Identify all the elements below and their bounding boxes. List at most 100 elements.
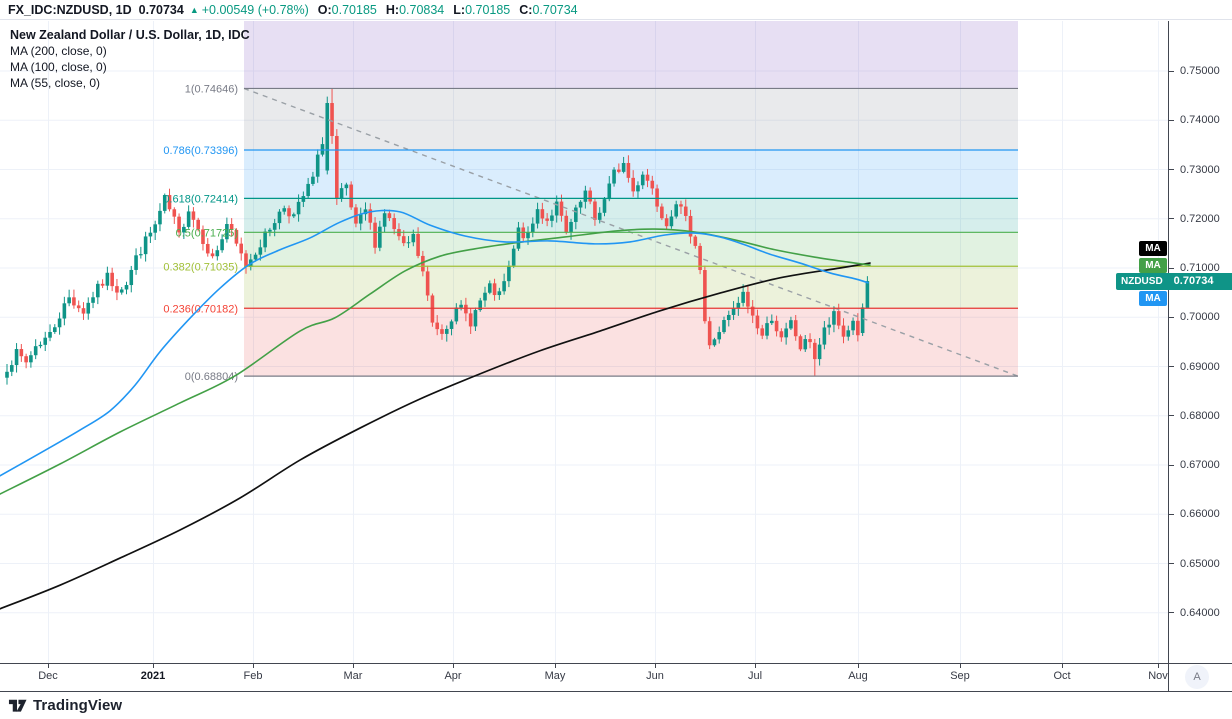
price-axis-label: 0.74000 xyxy=(1180,114,1220,127)
candle-body xyxy=(38,344,43,347)
candle-body xyxy=(846,330,851,337)
candle-body xyxy=(578,201,583,208)
candle-body xyxy=(836,311,841,326)
legend-ma-200[interactable]: MA (200, close, 0) xyxy=(10,44,107,58)
auto-scale-button[interactable]: A xyxy=(1185,665,1209,689)
candle-body xyxy=(746,291,750,307)
price-axis-tick xyxy=(1169,415,1174,417)
candle-body xyxy=(162,194,167,211)
candle-body xyxy=(531,223,535,233)
candle-body xyxy=(664,218,669,227)
candle-body xyxy=(554,201,559,216)
candle-body xyxy=(478,300,483,311)
candle-body xyxy=(793,320,798,337)
ma-price-badge-ma-200: MA xyxy=(1139,241,1167,256)
legend-ma-100[interactable]: MA (100, close, 0) xyxy=(10,60,107,74)
candle-body xyxy=(430,295,435,323)
price-axis-tick xyxy=(1169,169,1174,170)
candle-body xyxy=(564,215,569,232)
time-axis-label: Feb xyxy=(243,670,263,682)
candle-body xyxy=(640,174,645,186)
close-label: C: xyxy=(519,2,533,17)
candle-body xyxy=(492,283,497,296)
candle-body xyxy=(229,224,234,230)
candle-body xyxy=(272,223,277,230)
candle-body xyxy=(631,177,635,192)
candle-body xyxy=(803,339,808,350)
candle-body xyxy=(588,190,592,202)
candle-body xyxy=(516,227,521,249)
ma-line-ma-100[interactable] xyxy=(0,228,871,495)
time-axis-label: Jun xyxy=(646,670,664,682)
tradingview-logo-icon xyxy=(8,699,27,712)
candle-body xyxy=(325,103,330,171)
candle-body xyxy=(717,332,722,340)
candle-body xyxy=(550,215,554,221)
time-axis-tick xyxy=(1062,664,1063,668)
candle-body xyxy=(626,162,631,178)
candle-body xyxy=(827,324,831,328)
candle-body xyxy=(263,231,267,248)
open-label: O: xyxy=(317,2,332,17)
ma-line-ma-55[interactable] xyxy=(0,209,869,477)
candle-body xyxy=(459,304,463,308)
price-change: +0.00549 (+0.78%) xyxy=(201,2,309,17)
tradingview-logo-text: TradingView xyxy=(33,697,123,714)
price-chart[interactable]: 1(0.74646) 0.786(0.73396) 0.618(0.72414) 0.… xyxy=(0,21,1168,663)
candle-body xyxy=(444,328,449,334)
time-axis-label: Dec xyxy=(38,670,58,682)
fib-band xyxy=(244,308,1018,377)
candle-body xyxy=(693,236,698,246)
candle-body xyxy=(296,201,301,215)
price-axis-label: 0.71000 xyxy=(1180,262,1220,274)
price-axis-label: 0.66000 xyxy=(1180,508,1220,521)
tradingview-logo[interactable]: TradingView xyxy=(8,696,122,715)
candle-body xyxy=(798,336,803,350)
candle-body xyxy=(253,254,258,260)
candle-body xyxy=(339,188,344,199)
candle-body xyxy=(129,269,134,286)
candle-body xyxy=(29,355,33,363)
legend-ma-55[interactable]: MA (55, close, 0) xyxy=(10,76,101,90)
symbol-badge-price: 0.70734 xyxy=(1173,275,1214,287)
candle-body xyxy=(851,320,855,331)
candle-body xyxy=(545,218,549,221)
candle-body xyxy=(593,201,597,220)
price-axis-label: 0.69000 xyxy=(1180,360,1220,373)
ma-line-ma-200[interactable] xyxy=(0,262,871,610)
candle-body xyxy=(750,306,755,316)
candle-body xyxy=(421,255,425,272)
time-axis-label: May xyxy=(544,670,566,682)
candle-body xyxy=(726,314,731,321)
grid-lines xyxy=(0,21,1168,663)
time-axis[interactable]: Dec 2021 Feb Mar Apr May Jun Jul Aug Sep Oct Nov xyxy=(0,664,1168,691)
symbol-price-badge: NZDUSD 0.70734 xyxy=(1116,273,1232,290)
candle-body xyxy=(688,215,693,237)
candle-body xyxy=(779,331,784,338)
symbol-badge-label: NZDUSD xyxy=(1121,276,1163,287)
price-axis-tick xyxy=(1169,316,1174,318)
fib-band xyxy=(244,232,1018,267)
candle-body xyxy=(607,183,612,200)
fib-level-label: 0.236(0.70182) xyxy=(163,303,238,315)
candle-body xyxy=(602,199,607,213)
candle-body xyxy=(134,255,138,270)
candle-body xyxy=(832,311,836,325)
high-label: H: xyxy=(385,2,400,17)
candle-body xyxy=(9,365,14,372)
candle-body xyxy=(382,213,387,227)
candle-body xyxy=(860,307,865,334)
candle-body xyxy=(19,349,24,357)
time-axis-label: Sep xyxy=(950,670,970,682)
price-up-arrow-icon: ▲ xyxy=(189,4,199,15)
candle-body xyxy=(497,291,502,296)
candle-body xyxy=(220,239,224,251)
price-axis-tick xyxy=(1169,119,1174,121)
candle-body xyxy=(76,305,81,309)
candle-body xyxy=(105,272,110,286)
price-axis-label: 0.70000 xyxy=(1180,311,1220,324)
candle-body xyxy=(707,321,712,346)
time-axis-tick xyxy=(755,664,756,668)
price-axis[interactable]: 0.75000 0.74000 0.73000 0.72000 0.71000 0.700… xyxy=(1169,21,1232,663)
legend-symbol-title[interactable]: New Zealand Dollar / U.S. Dollar, 1D, ID… xyxy=(10,28,250,42)
